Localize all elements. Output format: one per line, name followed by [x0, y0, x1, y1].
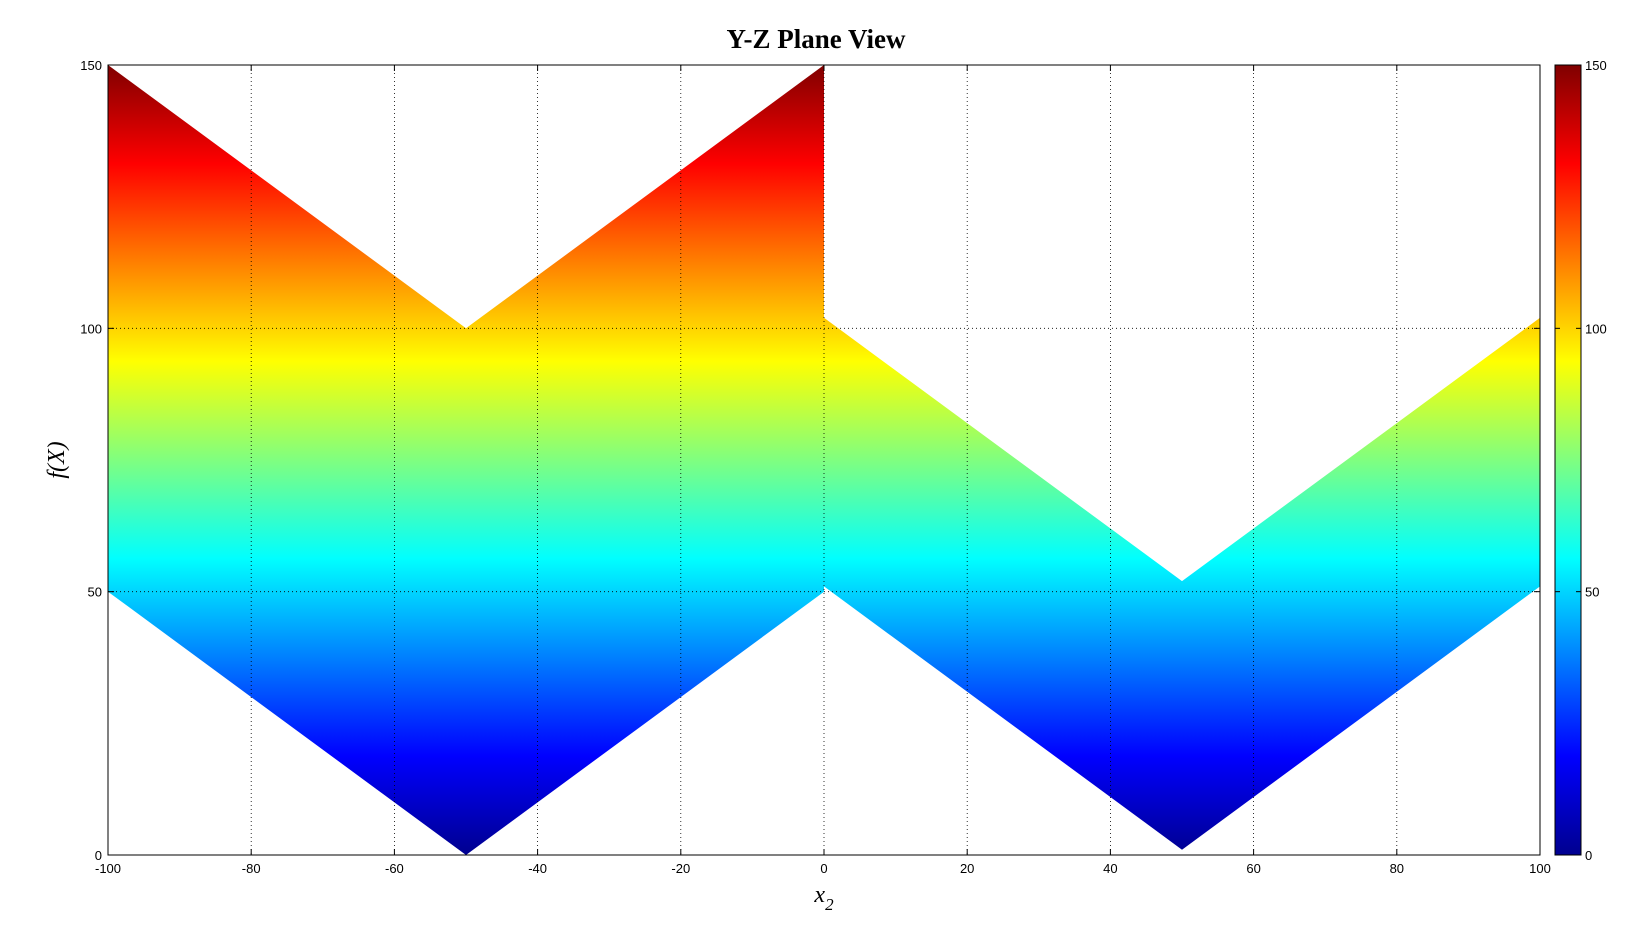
y-tick-label: 150: [80, 58, 102, 73]
colorbar-tick-label: 150: [1585, 58, 1607, 73]
colorbar-gradient: [1554, 64, 1582, 856]
x-tick-label: 0: [820, 861, 827, 876]
y-tick-label: 100: [80, 321, 102, 336]
x-axis-label-subscript: 2: [825, 895, 834, 914]
x-tick-label: 100: [1529, 861, 1551, 876]
axis-ticks: -100 -80 -60 -40 -20 0 20 40 60 80 100 0 50 100 150: [80, 58, 1551, 876]
y-tick-label: 50: [88, 585, 102, 600]
colorbar-tick-label: 100: [1585, 321, 1607, 336]
x-tick-label: 60: [1246, 861, 1260, 876]
x-tick-label: 40: [1103, 861, 1117, 876]
colorbar: 0 50 100 150: [1554, 58, 1607, 863]
series-band-1: [108, 65, 824, 855]
x-tick-label: -100: [95, 861, 121, 876]
x-axis-label: x2: [813, 882, 834, 914]
grid-lines: [108, 65, 1540, 855]
x-tick-label: 80: [1390, 861, 1404, 876]
y-axis-label: f(X): [44, 441, 70, 478]
x-tick-label: -40: [528, 861, 547, 876]
x-tick-label: -20: [671, 861, 690, 876]
x-axis-label-main: x: [813, 882, 825, 908]
colorbar-tick-label: 50: [1585, 585, 1599, 600]
colorbar-tick-label: 0: [1585, 848, 1592, 863]
series-band-2: [824, 317, 1540, 850]
y-tick-label: 0: [95, 848, 102, 863]
x-tick-label: -80: [242, 861, 261, 876]
area-fills: [108, 65, 1540, 855]
chart-title: Y-Z Plane View: [726, 24, 906, 54]
x-tick-label: 20: [960, 861, 974, 876]
x-tick-label: -60: [385, 861, 404, 876]
